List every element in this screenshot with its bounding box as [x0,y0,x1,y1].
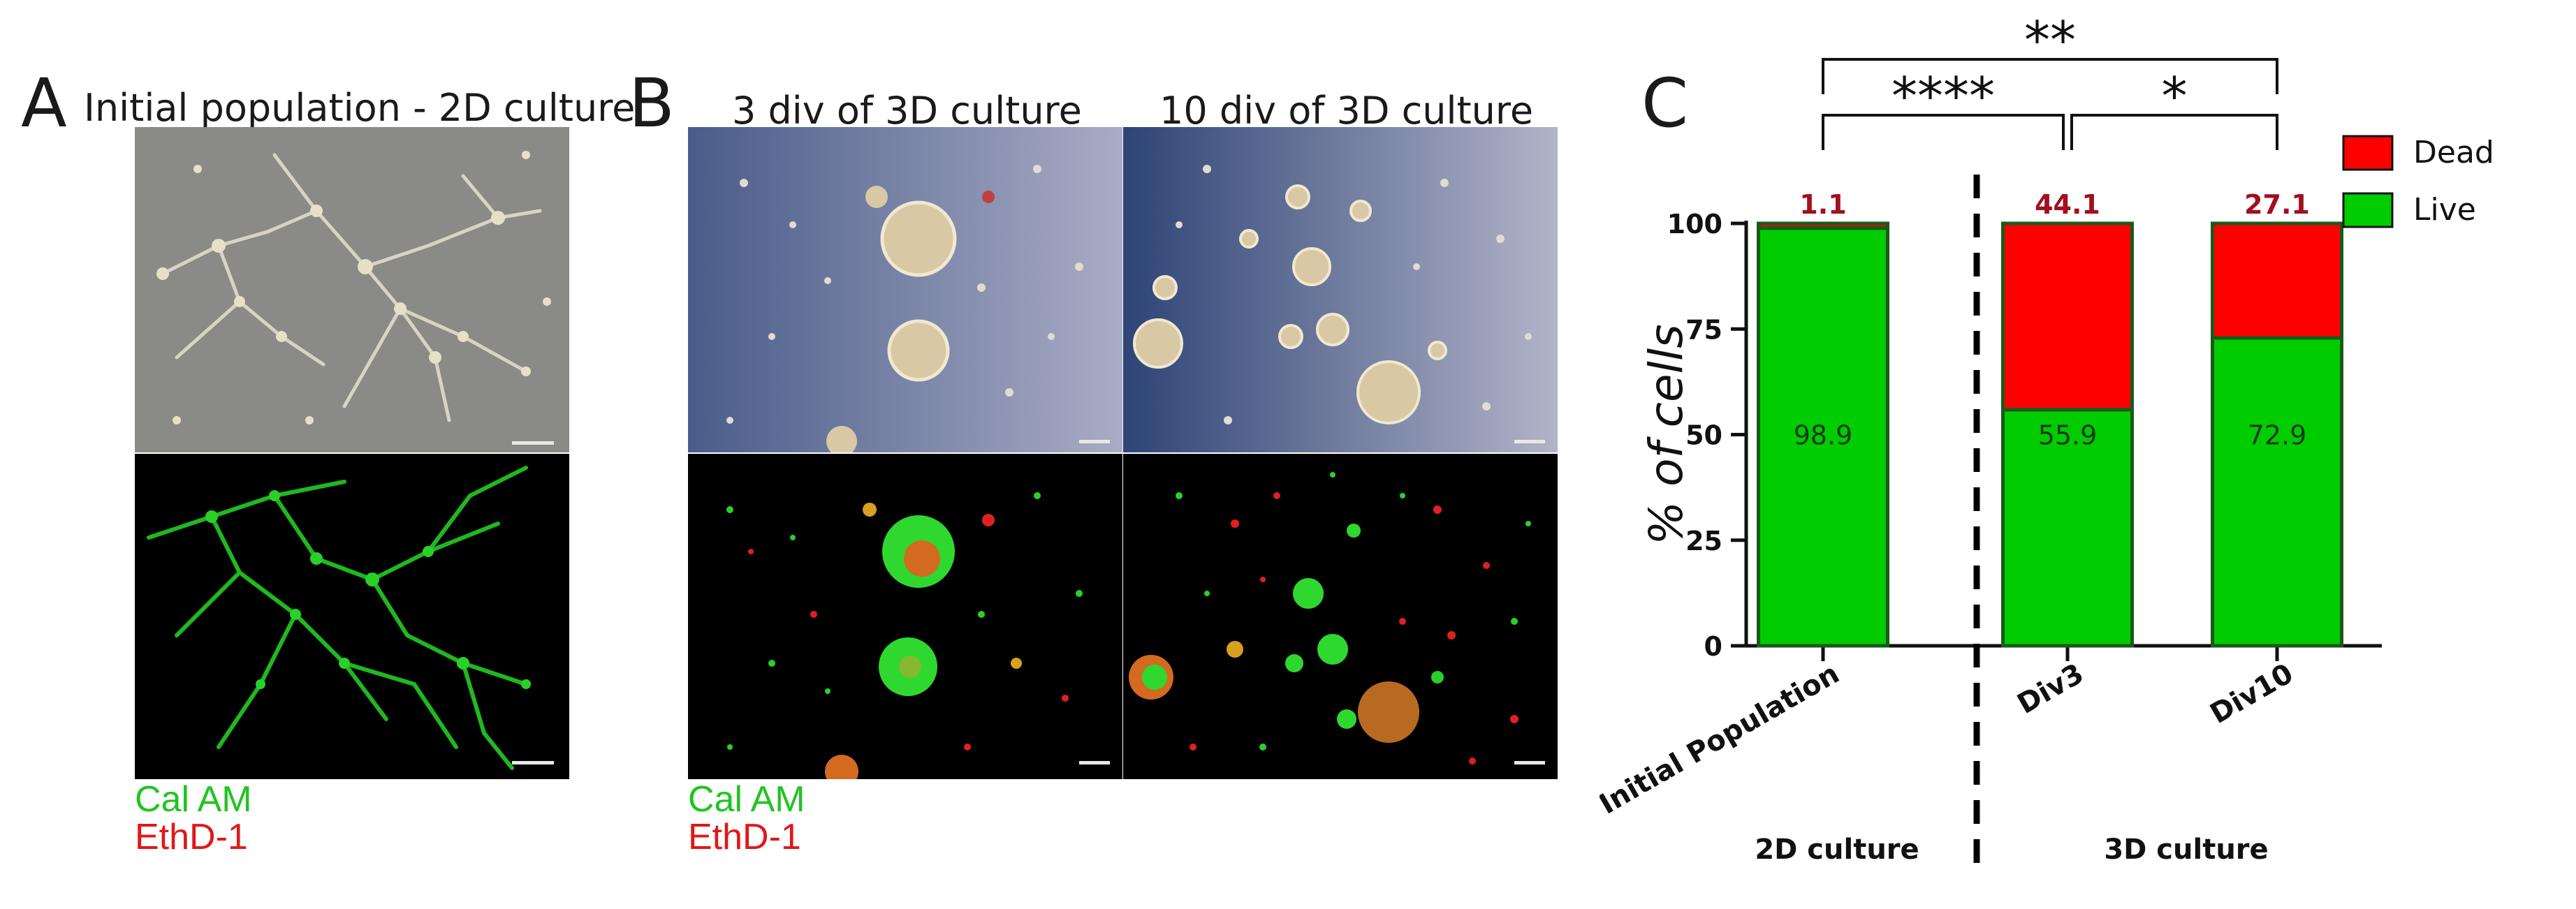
panel-b-div10-fluorescence-image [1123,454,1558,779]
y-tick-label: 100 [1667,209,1722,239]
panel-b-stain-green-label: Cal AM [688,779,805,820]
panel-a-stain-red-label: EthD-1 [135,817,248,857]
legend-label-dead: Dead [2413,135,2494,170]
data-label-dead: 44.1 [2035,189,2100,220]
scale-bar [512,441,554,445]
legend-swatch-dead [2342,135,2394,171]
x-tick-label: Div3 [2012,658,2089,720]
panel-b-title-left: 3 div of 3D culture [732,89,1082,133]
group-label-3d: 3D culture [2104,834,2268,866]
x-tick-label: Initial Population [1600,658,1845,821]
panel-a-title: Initial population - 2D culture [84,86,636,130]
significance-label: **** [1891,66,1995,126]
data-label-live: 98.9 [1794,420,1853,451]
y-tick-label: 0 [1704,631,1722,662]
legend-swatch-live [2342,192,2394,228]
y-axis-label: % of cells [1639,324,1693,545]
data-label-dead: 1.1 [1799,189,1846,220]
panel-c-letter: C [1641,64,1689,142]
scale-bar [1079,761,1110,764]
bar-dead [2211,221,2343,340]
y-tick-label: 75 [1685,314,1722,345]
bar-dead [1757,221,1889,230]
legend-label-live: Live [2413,192,2476,228]
significance-label: * [2162,66,2188,126]
significance-label: ** [2024,10,2076,71]
group-label-2d: 2D culture [1755,834,1919,866]
bar-live [1757,226,1889,648]
significance-bracket [1822,114,2065,150]
significance-bracket [1822,58,2278,94]
panel-b-div3-fluorescence-image [688,454,1122,779]
stacked-bar-chart: 0 25 50 75 100 % of cells Initial Population Di… [1600,10,2494,869]
data-label-live: 55.9 [2038,420,2098,451]
scale-bar [512,761,554,764]
x-tick-label: Div10 [2205,658,2299,730]
scale-bar [1514,440,1545,443]
panel-b-div10-brightfield-image [1123,127,1558,452]
bar-live [2211,336,2343,648]
y-tick-label: 50 [1685,420,1722,451]
panel-a-letter: A [21,64,67,142]
scale-bar [1079,440,1110,443]
panel-b-stain-red-label: EthD-1 [688,817,801,857]
panel-b-letter: B [629,64,675,142]
panel-a-stain-green-label: Cal AM [135,779,252,820]
bar-live [2001,408,2134,648]
panel-b-div3-brightfield-image [688,127,1122,452]
bar-dead [2001,221,2134,412]
data-label-live: 72.9 [2248,420,2307,451]
panel-a-fluorescence-image [135,454,569,779]
panel-a-brightfield-image [135,127,569,452]
y-tick-label: 25 [1685,526,1722,556]
panel-b-title-right: 10 div of 3D culture [1159,89,1534,133]
scale-bar [1514,761,1545,764]
significance-bracket [2070,114,2278,150]
data-label-dead: 27.1 [2244,189,2310,220]
